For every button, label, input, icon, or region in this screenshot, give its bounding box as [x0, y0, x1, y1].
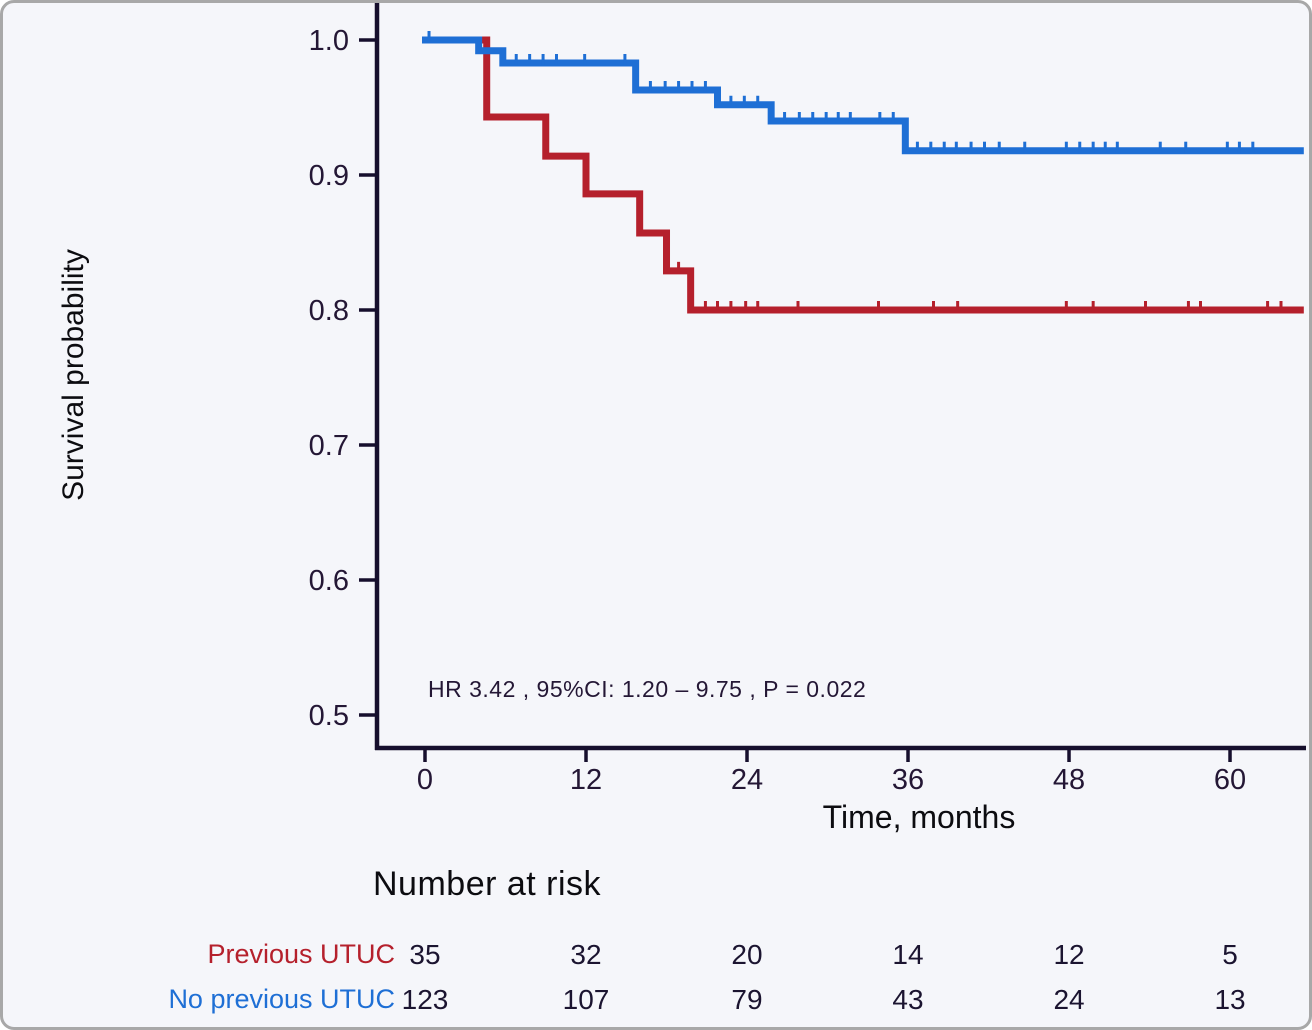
risk-row-label-no-previous-utuc: No previous UTUC — [168, 984, 395, 1014]
survival-curve-previous-utuc — [422, 36, 1304, 314]
risk-row-label-previous-utuc: Previous UTUC — [207, 939, 395, 969]
y-tick-label: 0.6 — [309, 565, 349, 597]
risk-count: 24 — [1053, 984, 1085, 1015]
km-plot-svg: HR 3.42 , 95%CI: 1.20 – 9.75 , P = 0.022… — [57, 3, 1306, 835]
hr-annotation: HR 3.42 , 95%CI: 1.20 – 9.75 , P = 0.022 — [428, 676, 866, 702]
risk-count: 20 — [731, 939, 763, 970]
y-tick-label: 0.5 — [309, 700, 349, 732]
risk-count: 35 — [409, 939, 441, 970]
risk-count: 123 — [401, 984, 449, 1015]
x-tick-label: 0 — [417, 764, 433, 796]
survival-curve-no-previous-utuc — [422, 36, 1304, 155]
y-axis-title: Survival probability — [57, 249, 90, 501]
x-tick-label: 60 — [1214, 764, 1246, 796]
risk-count: 43 — [892, 984, 924, 1015]
risk-count: 79 — [731, 984, 763, 1015]
x-tick-label: 12 — [570, 764, 602, 796]
x-axis-title: Time, months — [823, 799, 1016, 835]
risk-count: 14 — [892, 939, 924, 970]
risk-count: 13 — [1214, 984, 1246, 1015]
y-tick-label: 0.9 — [309, 160, 349, 192]
x-tick-label: 36 — [892, 764, 924, 796]
y-tick-label: 0.8 — [309, 295, 349, 327]
x-tick-label: 48 — [1053, 764, 1085, 796]
risk-count: 32 — [570, 939, 602, 970]
y-tick-label: 1.0 — [309, 25, 349, 57]
risk-table-title: Number at risk — [373, 865, 602, 903]
x-tick-label: 24 — [731, 764, 763, 796]
risk-count: 12 — [1053, 939, 1085, 970]
risk-count: 107 — [562, 984, 610, 1015]
y-tick-label: 0.7 — [309, 430, 349, 462]
risk-count: 5 — [1222, 939, 1238, 970]
